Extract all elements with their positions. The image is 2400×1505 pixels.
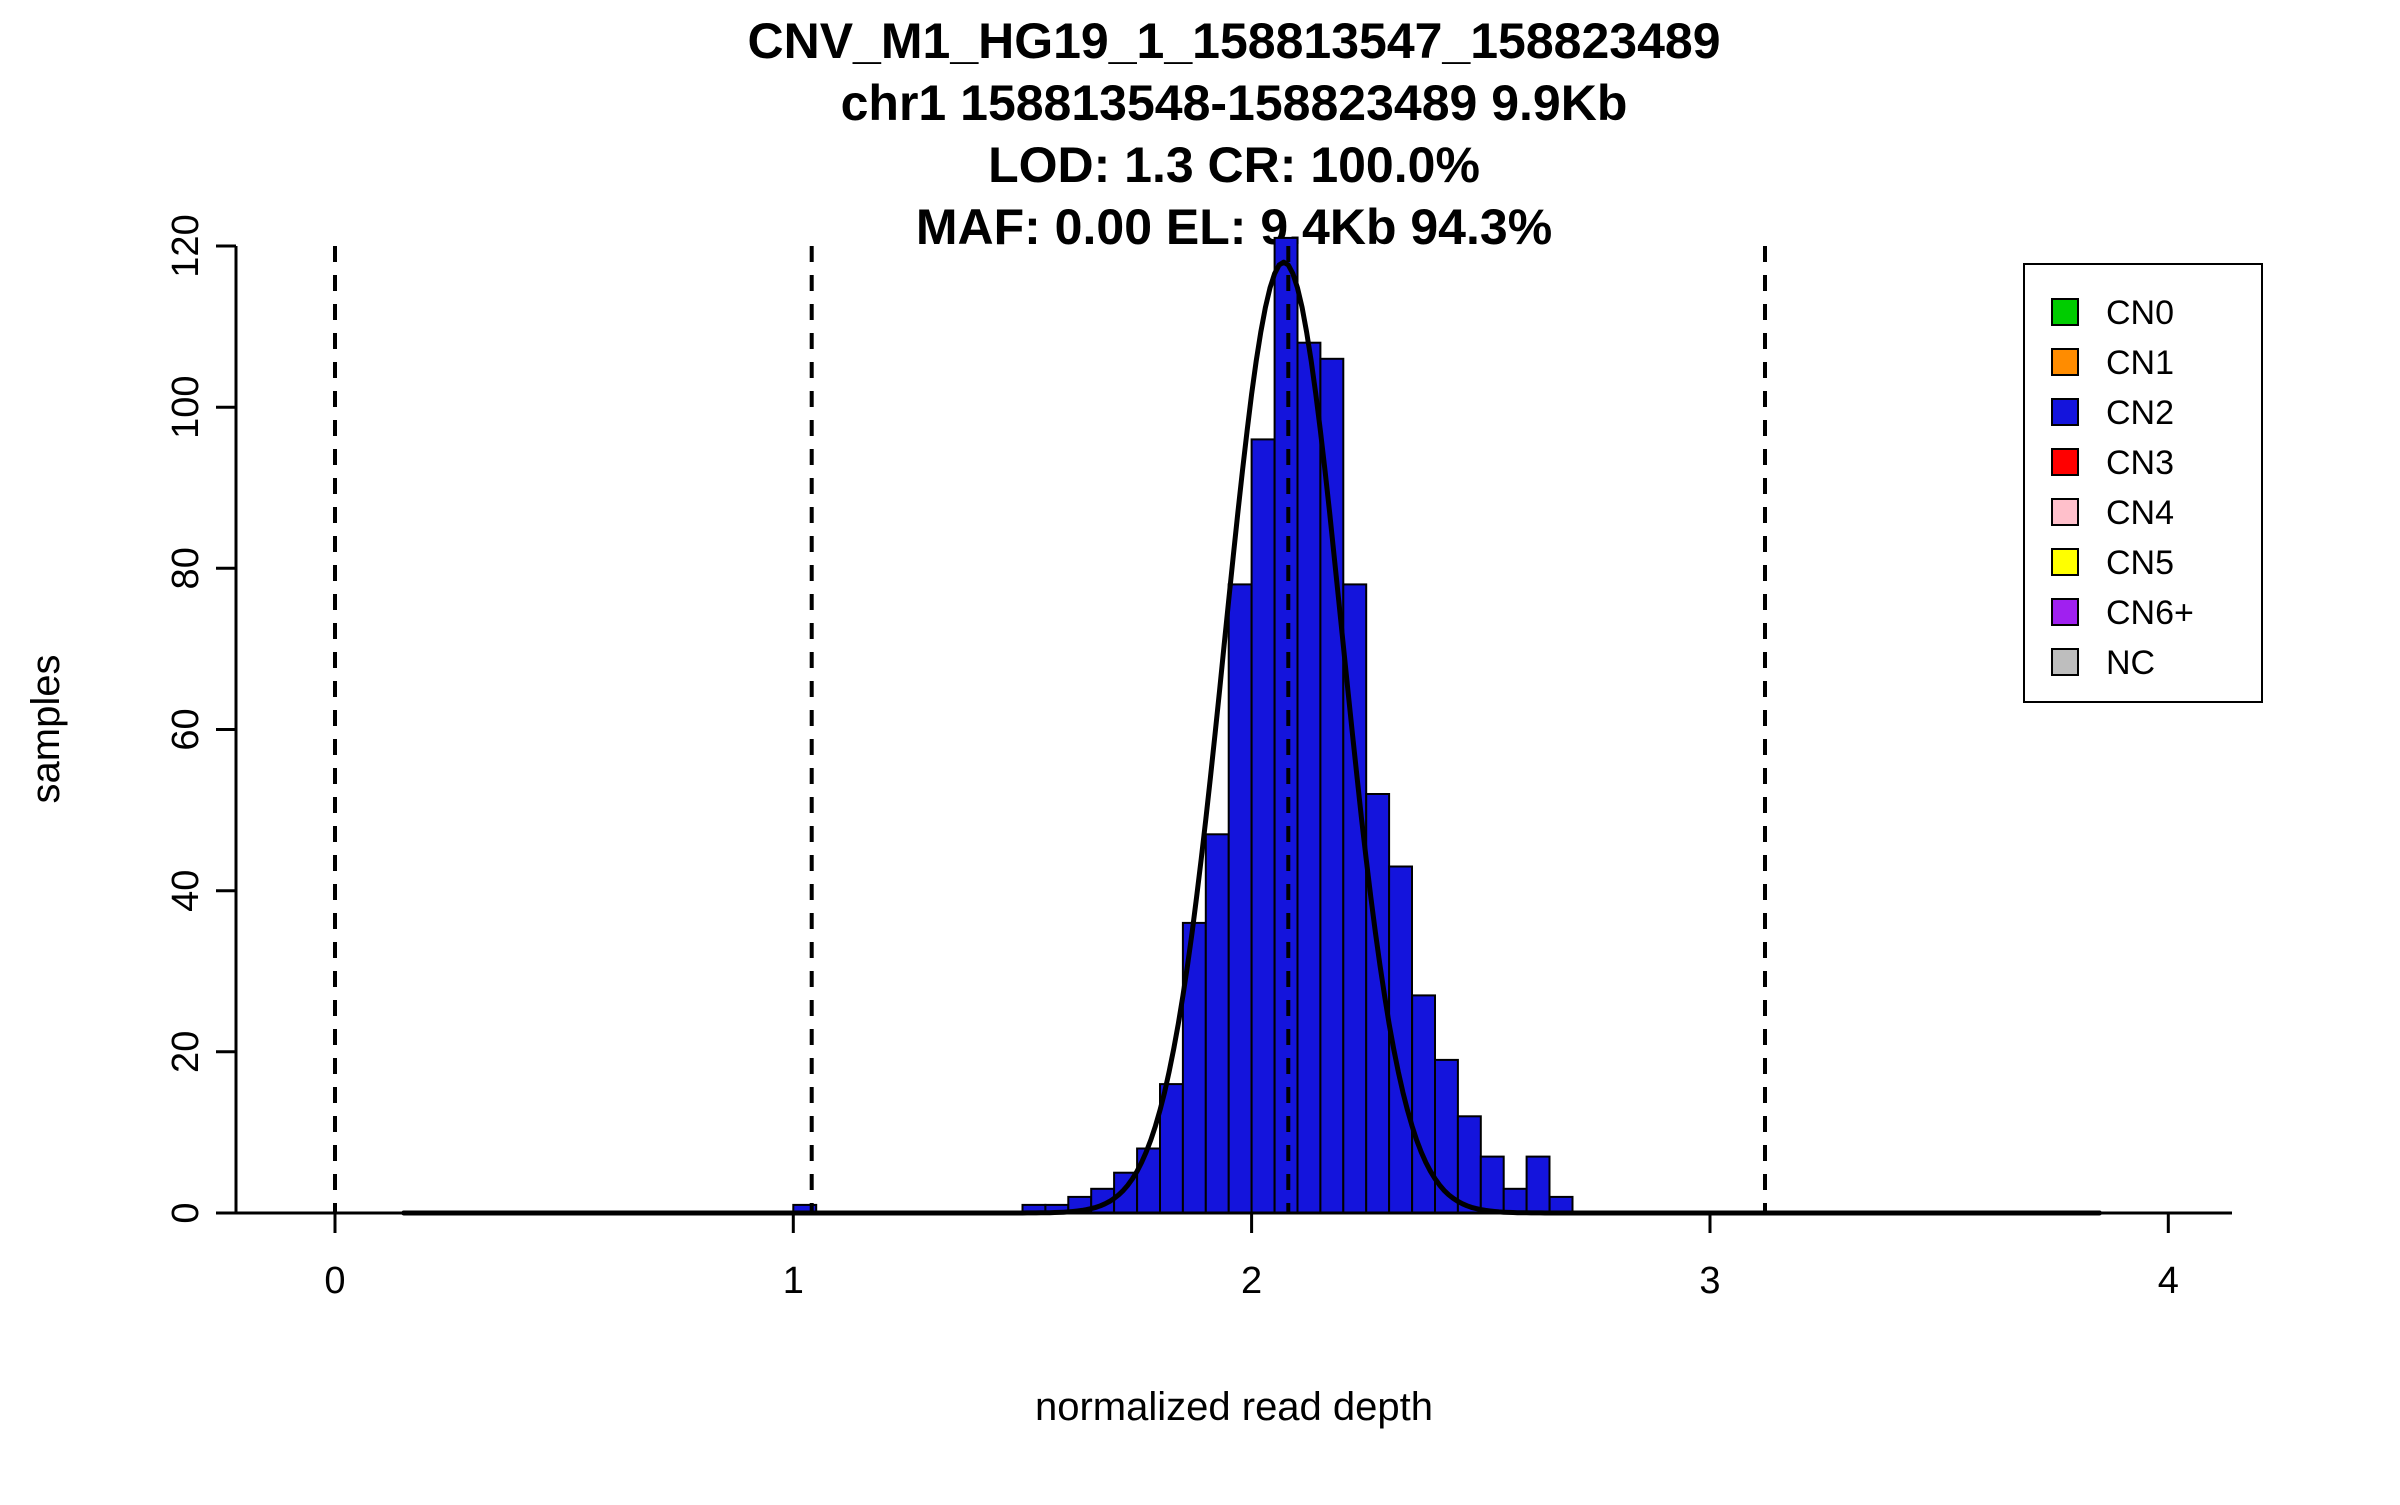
- x-tick-label: 2: [1241, 1260, 1262, 1302]
- legend-label-cn5: CN5: [2106, 544, 2174, 582]
- legend-label-cn0: CN0: [2106, 294, 2174, 332]
- legend-swatch-cn1: [2051, 348, 2079, 376]
- plot-title-line-4: MAF: 0.00 EL: 9.4Kb 94.3%: [916, 199, 1552, 255]
- plot-title-line-2: chr1 158813548-158823489 9.9Kb: [841, 75, 1628, 131]
- x-tick-label: 3: [1699, 1260, 1720, 1302]
- x-tick-label: 4: [2158, 1260, 2179, 1302]
- histogram-bar: [1296, 341, 1322, 1214]
- legend-swatch-cn0: [2051, 298, 2079, 326]
- histogram-bar: [1136, 1147, 1161, 1214]
- plot-title-line-1: CNV_M1_HG19_1_158813547_158823489: [747, 13, 1720, 69]
- histogram-bar: [1227, 583, 1253, 1214]
- legend-swatch-cn6plus: [2051, 598, 2079, 626]
- x-tick-label: 0: [324, 1260, 345, 1302]
- legend-swatch-cn4: [2051, 498, 2079, 526]
- histogram-bar: [1250, 438, 1276, 1214]
- y-tick-label: 100: [165, 375, 207, 438]
- legend-label-cn3: CN3: [2106, 444, 2174, 482]
- legend-swatch-cn5: [2051, 548, 2079, 576]
- legend-swatch-cn2: [2051, 398, 2079, 426]
- legend-label-cn4: CN4: [2106, 494, 2174, 532]
- histogram-bar: [1204, 833, 1230, 1214]
- legend-swatch-cn3: [2051, 448, 2079, 476]
- histogram-bar: [1502, 1187, 1528, 1215]
- legend-label-nc: NC: [2106, 644, 2155, 682]
- plot-title-line-3: LOD: 1.3 CR: 100.0%: [988, 137, 1480, 193]
- legend-label-cn2: CN2: [2106, 394, 2174, 432]
- x-axis-title: normalized read depth: [1035, 1385, 1433, 1429]
- legend-label-cn6plus: CN6+: [2106, 594, 2194, 632]
- y-tick-label: 60: [165, 708, 207, 750]
- histogram-bar: [1479, 1155, 1505, 1214]
- y-tick-label: 0: [165, 1202, 207, 1223]
- y-tick-label: 120: [165, 214, 207, 277]
- y-axis-title: samples: [24, 655, 68, 804]
- y-tick-label: 20: [165, 1031, 207, 1073]
- histogram-bar: [1273, 236, 1299, 1214]
- legend-label-cn1: CN1: [2106, 344, 2174, 382]
- histogram-bar: [1319, 357, 1345, 1214]
- histogram-bar: [1525, 1155, 1551, 1214]
- histogram-bar: [1411, 994, 1436, 1215]
- plot-generated-layer: 0 1 2 3 4020406080100120CN0CN1CN2CN3CN4CN5CN…: [165, 214, 2263, 1302]
- histogram-bar: [1456, 1115, 1482, 1215]
- legend-box: [2023, 263, 2263, 703]
- x-tick-label: 1: [783, 1260, 804, 1302]
- legend-swatch-nc: [2051, 648, 2079, 676]
- y-tick-label: 80: [165, 547, 207, 589]
- y-tick-label: 40: [165, 870, 207, 912]
